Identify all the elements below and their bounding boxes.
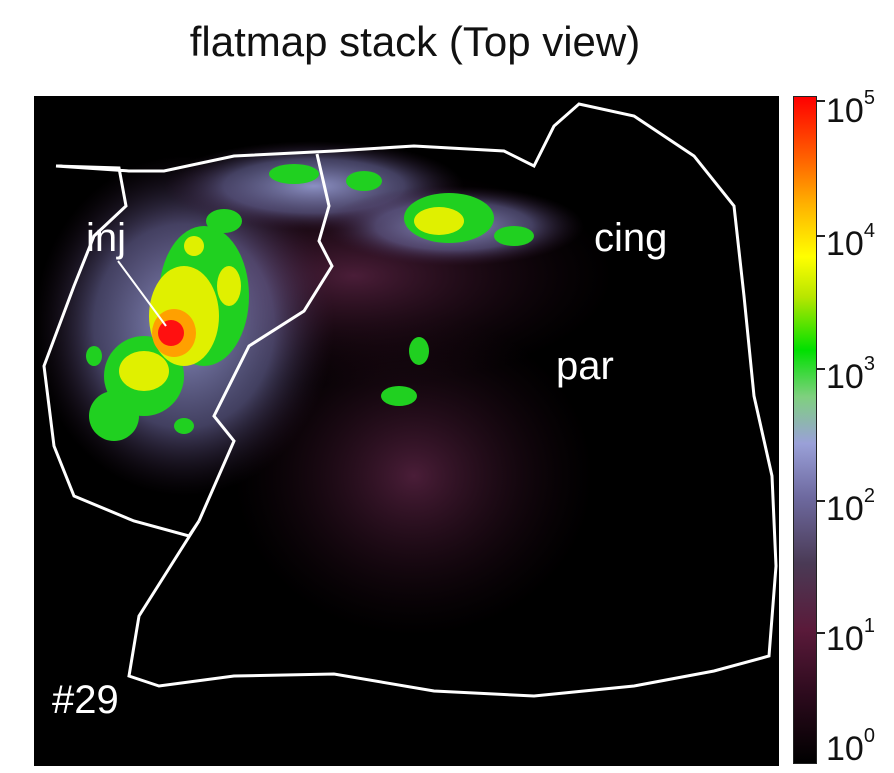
colorbar-tick (817, 632, 825, 634)
injection-site (158, 320, 184, 346)
colorbar-tick (817, 368, 825, 370)
flatmap-image: inj cing par #29 (34, 96, 779, 766)
colorbar-tick (817, 100, 825, 102)
colorbar-tick-label: 101 (826, 614, 875, 658)
cortex-outline (42, 102, 778, 698)
colorbar (793, 96, 817, 764)
colorbar-tick (817, 235, 825, 237)
colorbar-tick-label: 105 (826, 86, 875, 130)
colorbar-tick (817, 500, 825, 502)
colorbar-tick-label: 104 (826, 219, 875, 263)
colorbar-tick-label: 102 (826, 484, 875, 528)
colorbar-tick-label: 100 (826, 724, 875, 768)
label-cingulate: cing (594, 216, 668, 260)
label-injection: inj (86, 216, 127, 260)
figure-title: flatmap stack (Top view) (189, 18, 641, 65)
label-specimen-id: #29 (52, 678, 119, 722)
colorbar-tick-label: 103 (826, 352, 875, 396)
injection-pointer (117, 260, 167, 327)
flatmap-heatmap (34, 102, 778, 698)
label-parietal: par (556, 344, 614, 388)
diffuse-projection (234, 316, 594, 636)
cut-line (197, 153, 334, 522)
